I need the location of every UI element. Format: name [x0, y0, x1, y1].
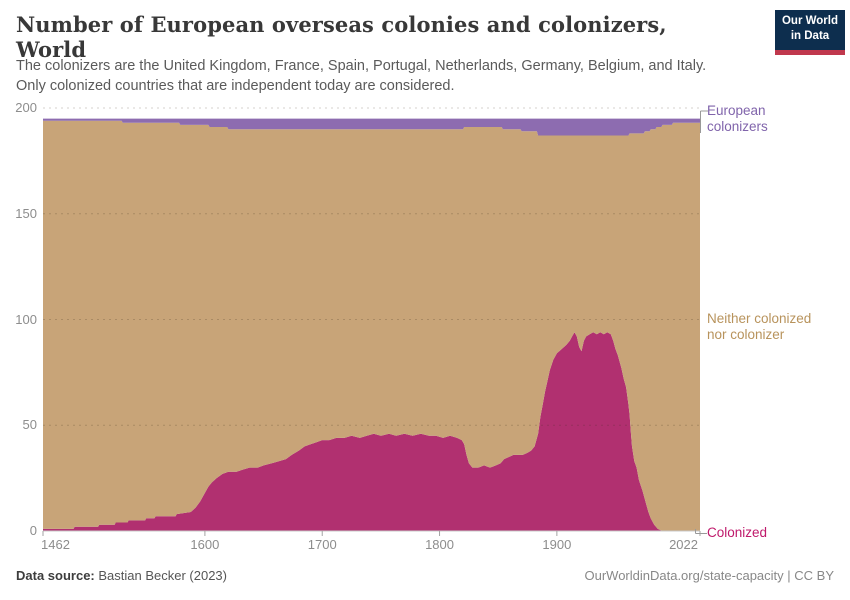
x-axis-labels: 1462 1600 1700 1800 1900 2022 [41, 537, 700, 553]
y-tick-label-200: 200 [15, 100, 37, 115]
y-tick-label-0: 0 [29, 523, 37, 538]
data-source: Data source: Bastian Becker (2023) [16, 568, 227, 583]
label-neither-colonized-nor-colonizer: Neither colonized nor colonizer [707, 311, 812, 343]
chart-subtitle-line1: The colonizers are the United Kingdom, F… [16, 58, 707, 74]
y-tick-label-50: 50 [22, 417, 37, 433]
page-title: Number of European overseas colonies and… [16, 12, 667, 63]
chart-canvas [42, 107, 701, 536]
stacked-area-chart [42, 107, 701, 537]
owid-logo[interactable]: Our World in Data [775, 10, 845, 55]
owid-logo-line2: in Data [790, 29, 830, 42]
y-axis-labels: 0 50 100 150 200 [0, 101, 37, 538]
label-colonized: Colonized [707, 525, 768, 540]
x-tick-label-1900: 1900 [542, 537, 572, 552]
x-tick-label-1600: 1600 [190, 537, 220, 552]
y-tick-label-150: 150 [15, 205, 37, 221]
area-european-colonizers[interactable] [43, 118, 700, 136]
data-source-label: Data source: [16, 568, 95, 583]
x-tick-label-1800: 1800 [425, 537, 454, 552]
credit-link[interactable]: OurWorldinData.org/state-capacity | CC B… [584, 568, 834, 583]
colonizers-band-marker [700, 110, 708, 133]
area-colonized[interactable] [43, 332, 700, 531]
x-tick-label-1700: 1700 [307, 537, 337, 552]
colonized-zero-marker [695, 529, 707, 534]
gridlines [43, 107, 700, 426]
x-tick-label-1462: 1462 [41, 537, 70, 552]
chart-subtitle-line2: Only colonized countries that are indepe… [16, 78, 455, 94]
y-tick-label-100: 100 [15, 311, 37, 327]
area-neither-colonized-nor-colonizer[interactable] [43, 120, 700, 531]
label-european-colonizers: European colonizers [707, 103, 768, 135]
data-source-value: Bastian Becker (2023) [94, 568, 227, 583]
x-tick-label-2022: 2022 [669, 537, 698, 552]
owid-logo-line1: Our World [781, 15, 838, 27]
x-axis [42, 530, 701, 536]
